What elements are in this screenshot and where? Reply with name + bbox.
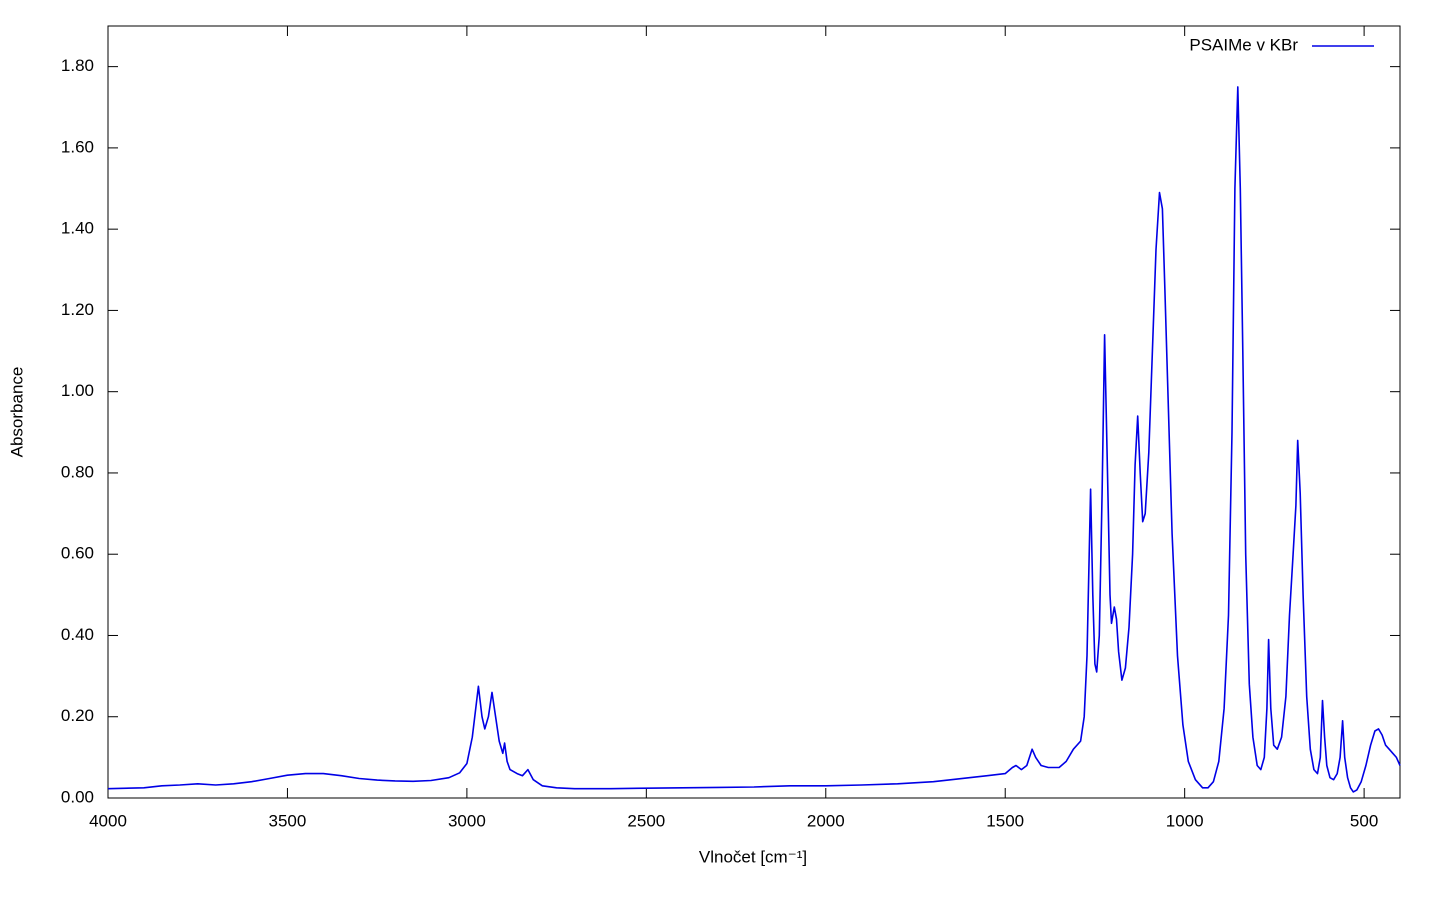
plot-frame	[107, 25, 1401, 799]
legend-label: PSAIMe v KBr	[1189, 35, 1298, 54]
x-tick-label: 4000	[89, 811, 127, 830]
x-tick-label: 1000	[1166, 811, 1204, 830]
x-tick-label: 1500	[986, 811, 1024, 830]
x-tick-label: 3500	[269, 811, 307, 830]
y-tick-label: 0.60	[61, 544, 94, 563]
y-axis-label: Absorbance	[7, 367, 26, 458]
x-tick-label: 500	[1350, 811, 1378, 830]
x-axis-label: Vlnočet [cm⁻¹]	[699, 847, 807, 866]
spectrum-line	[107, 86, 1401, 793]
y-tick-label: 1.40	[61, 219, 94, 238]
y-tick-label: 0.80	[61, 462, 94, 481]
y-tick-label: 0.00	[61, 787, 94, 806]
y-tick-label: 0.20	[61, 706, 94, 725]
x-tick-label: 2000	[807, 811, 845, 830]
y-tick-label: 1.20	[61, 300, 94, 319]
y-tick-label: 1.80	[61, 56, 94, 75]
x-tick-label: 2500	[627, 811, 665, 830]
y-tick-label: 1.60	[61, 137, 94, 156]
y-tick-label: 0.40	[61, 625, 94, 644]
y-tick-label: 1.00	[61, 381, 94, 400]
x-tick-label: 3000	[448, 811, 486, 830]
